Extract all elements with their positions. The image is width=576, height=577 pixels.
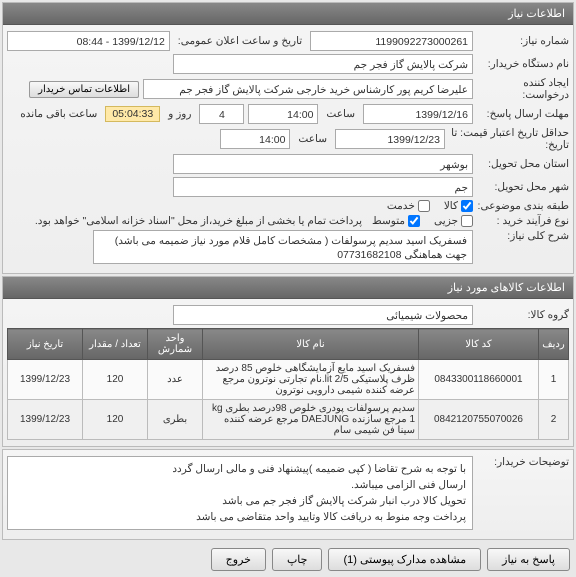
buyer-org-label: نام دستگاه خریدار: — [477, 58, 569, 70]
desc-label: توضیحات خریدار: — [477, 456, 569, 468]
table-row[interactable]: 2 0842120755070026 سدیم پرسولفات پودری خ… — [8, 400, 569, 440]
contact-info-button[interactable]: اطلاعات تماس خریدار — [29, 81, 139, 98]
province-label: استان محل تحویل: — [477, 158, 569, 170]
deadline-hour-field: 14:00 — [248, 104, 318, 124]
th-idx: ردیف — [539, 329, 569, 360]
th-unit: واحد شمارش — [148, 329, 203, 360]
panel2-header: اطلاعات کالاهای مورد نیاز — [3, 277, 573, 299]
print-button[interactable]: چاپ — [272, 548, 323, 571]
medium-checkbox[interactable] — [408, 215, 420, 227]
remain-label: ساعت باقی مانده — [16, 108, 101, 120]
subject-label: شرح کلی نیاز: — [477, 230, 569, 242]
goods-checkbox[interactable] — [461, 200, 473, 212]
action-bar: پاسخ به نیاز مشاهده مدارک پیوستی (1) چاپ… — [0, 542, 576, 577]
service-checkbox-wrap[interactable]: خدمت — [387, 200, 430, 212]
creator-field: علیرضا کریم پور کارشناس خرید خارجی شرکت … — [143, 79, 473, 99]
buyer-org-field: شرکت پالایش گاز فجر جم — [173, 54, 473, 74]
th-qty: تعداد / مقدار — [83, 329, 148, 360]
service-checkbox[interactable] — [418, 200, 430, 212]
attachments-button[interactable]: مشاهده مدارک پیوستی (1) — [328, 548, 481, 571]
subject-field: فسفریک اسید سدیم پرسولفات ( مشخصات کامل … — [93, 230, 473, 264]
reply-button[interactable]: پاسخ به نیاز — [487, 548, 570, 571]
td-qty: 120 — [83, 360, 148, 400]
day-label: روز و — [164, 108, 195, 120]
td-unit: عدد — [148, 360, 203, 400]
creator-label: ایجاد کننده درخواست: — [477, 77, 569, 101]
medium-checkbox-wrap[interactable]: متوسط — [372, 215, 420, 227]
validity-date-field: 1399/12/23 — [335, 129, 445, 149]
validity-hour-field: 14:00 — [220, 129, 290, 149]
validity-label: حداقل تاریخ اعتبار قیمت: تا تاریخ: — [449, 127, 569, 151]
group-label: گروه کالا: — [477, 309, 569, 321]
remain-days-field: 4 — [199, 104, 244, 124]
td-code: 0843300118660001 — [419, 360, 539, 400]
td-idx: 1 — [539, 360, 569, 400]
buyer-desc-panel: توضیحات خریدار: با توجه به شرح تقاضا ( ک… — [2, 449, 574, 540]
exit-button[interactable]: خروج — [211, 548, 266, 571]
small-checkbox-wrap[interactable]: جزیی — [434, 215, 473, 227]
small-checkbox[interactable] — [461, 215, 473, 227]
need-no-label: شماره نیاز: — [477, 35, 569, 47]
panel1-header: اطلاعات نیاز — [3, 3, 573, 25]
td-idx: 2 — [539, 400, 569, 440]
td-code: 0842120755070026 — [419, 400, 539, 440]
province-field: بوشهر — [173, 154, 473, 174]
goods-info-panel: اطلاعات کالاهای مورد نیاز گروه کالا: محص… — [2, 276, 574, 447]
th-name: نام کالا — [203, 329, 419, 360]
need-no-field: 1199092273000261 — [310, 31, 473, 51]
table-row[interactable]: 1 0843300118660001 فسفریک اسید مایع آزما… — [8, 360, 569, 400]
medium-cb-label: متوسط — [372, 215, 405, 227]
budget-label: طبقه بندی موضوعی: — [477, 200, 569, 212]
td-date: 1399/12/23 — [8, 400, 83, 440]
goods-table: ردیف کد کالا نام کالا واحد شمارش تعداد /… — [7, 328, 569, 440]
td-qty: 120 — [83, 400, 148, 440]
hour-label-1: ساعت — [322, 108, 359, 120]
th-code: کد کالا — [419, 329, 539, 360]
city-label: شهر محل تحویل: — [477, 181, 569, 193]
goods-checkbox-wrap[interactable]: کالا — [444, 200, 473, 212]
td-name: سدیم پرسولفات پودری خلوص 98درصد بطری kg … — [203, 400, 419, 440]
goods-cb-label: کالا — [444, 200, 458, 212]
td-date: 1399/12/23 — [8, 360, 83, 400]
deadline-date-field: 1399/12/16 — [363, 104, 473, 124]
need-info-panel: اطلاعات نیاز شماره نیاز: 119909227300026… — [2, 2, 574, 274]
hour-label-2: ساعت — [294, 133, 331, 145]
process-note: پرداخت تمام یا بخشی از مبلغ خرید،از محل … — [35, 215, 368, 227]
deadline-label: مهلت ارسال پاسخ: — [477, 108, 569, 120]
city-field: جم — [173, 177, 473, 197]
announce-field: 1399/12/12 - 08:44 — [7, 31, 170, 51]
th-date: تاریخ نیاز — [8, 329, 83, 360]
td-unit: بطری — [148, 400, 203, 440]
td-name: فسفریک اسید مایع آزمایشگاهی خلوص 85 درصد… — [203, 360, 419, 400]
small-cb-label: جزیی — [434, 215, 458, 227]
group-field: محصولات شیمیائی — [173, 305, 473, 325]
announce-label: تاریخ و ساعت اعلان عمومی: — [174, 35, 306, 47]
process-label: نوع فرآیند خرید : — [477, 215, 569, 227]
service-cb-label: خدمت — [387, 200, 415, 212]
remain-time-field: 05:04:33 — [105, 106, 160, 122]
desc-field: با توجه به شرح تقاضا ( کپی ضمیمه )پیشنها… — [7, 456, 473, 530]
